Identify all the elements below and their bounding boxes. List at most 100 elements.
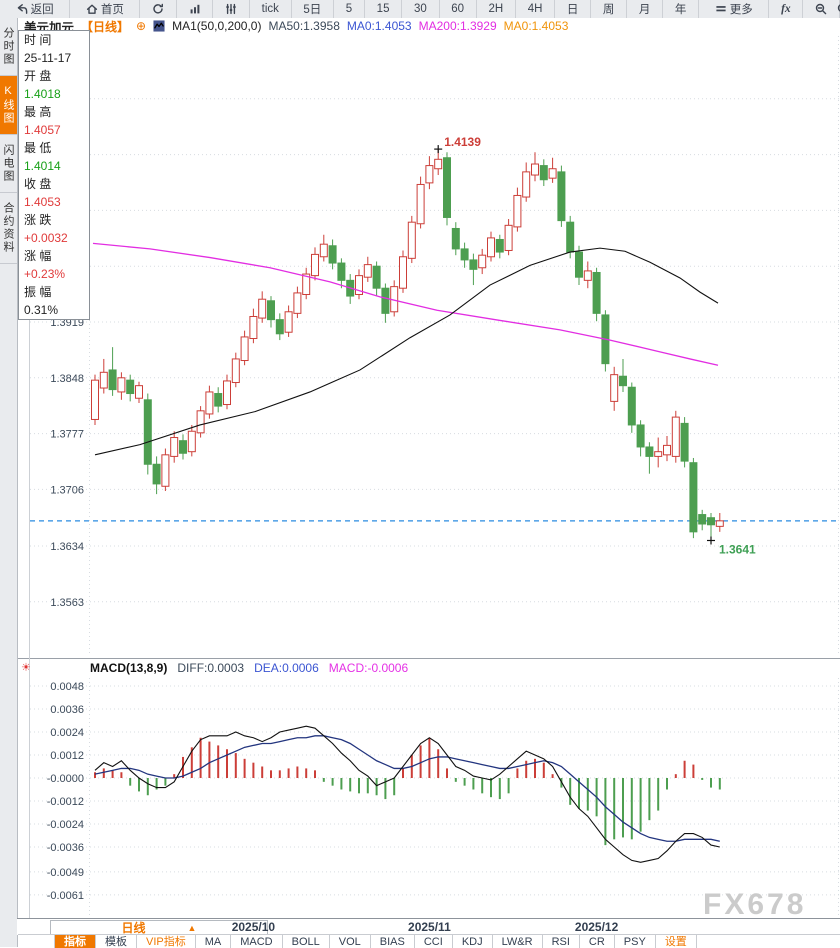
ma200-value: MA200:1.3929 (419, 19, 497, 33)
toolbar-button-day[interactable]: 日 (555, 0, 591, 18)
toolbar-label: tick (262, 3, 279, 15)
toolbar-label: 4H (528, 3, 543, 15)
bottom-tab-MACD[interactable]: MACD (231, 935, 282, 948)
bottom-tab-RSI[interactable]: RSI (543, 935, 580, 948)
add-compare-icon[interactable]: ⊕ (136, 19, 146, 33)
x-axis-label: 2025/11 (408, 920, 451, 934)
bottom-tab-BOLL[interactable]: BOLL (283, 935, 330, 948)
indicator-settings-icon[interactable]: ☀ (21, 663, 31, 674)
bottom-tab-PSY[interactable]: PSY (615, 935, 656, 948)
bottom-tab-MA[interactable]: MA (196, 935, 232, 948)
bottom-tab-CR[interactable]: CR (580, 935, 615, 948)
pane-divider (18, 658, 840, 659)
toolbar-label: 60 (451, 3, 464, 15)
sliders-icon (225, 3, 237, 15)
info-value: 0.31% (19, 301, 89, 319)
bottom-tab-VOL[interactable]: VOL (330, 935, 371, 948)
svg-text:1.4139: 1.4139 (444, 135, 481, 149)
bottom-tab-KDJ[interactable]: KDJ (453, 935, 493, 948)
info-label: 最 高 (19, 103, 89, 121)
toolbar-button-refresh[interactable] (140, 0, 176, 18)
bottom-tab-设置[interactable]: 设置 (656, 935, 697, 948)
toolbar-label: 首页 (101, 1, 124, 17)
toolbar-label: 年 (675, 1, 687, 17)
sidebar-tab-time-share-chart[interactable]: 分时图 (0, 18, 17, 76)
svg-text:1.3563: 1.3563 (50, 597, 84, 609)
bottom-tab-BIAS[interactable]: BIAS (371, 935, 415, 948)
bottom-tab-CCI[interactable]: CCI (415, 935, 453, 948)
toolbar-button-h4[interactable]: 4H (516, 0, 555, 18)
svg-text:1.3641: 1.3641 (719, 542, 756, 556)
toolbar-label: 5 (346, 3, 352, 15)
svg-text:-0.0000: -0.0000 (47, 773, 84, 785)
toolbar-button-year[interactable]: 年 (663, 0, 699, 18)
info-label: 振 幅 (19, 283, 89, 301)
info-value: 1.4018 (19, 85, 89, 103)
sidebar-tab-contract-info[interactable]: 合约资料 (0, 193, 17, 264)
toolbar-button-h2[interactable]: 2H (477, 0, 516, 18)
toolbar-button-month[interactable]: 月 (627, 0, 663, 18)
svg-text:-0.0012: -0.0012 (47, 796, 84, 808)
info-label: 开 盘 (19, 67, 89, 85)
toolbar-button-zoom-in[interactable] (829, 0, 840, 18)
bottom-tab-指标[interactable]: 指标 (55, 935, 96, 948)
toolbar-button-m5[interactable]: 5 (334, 0, 365, 18)
top-toolbar: 返回 首页 tick 5日 5 15 30 60 2H 4H 日周月 年 更多 fx (0, 0, 840, 19)
sidebar-tab-candle-chart[interactable]: K线图 (0, 76, 17, 135)
sidebar-tab-lightning-chart[interactable]: 闪电图 (0, 135, 17, 193)
info-value: 1.4014 (19, 157, 89, 175)
toolbar-button-m15[interactable]: 15 (365, 0, 402, 18)
ma0-value: MA0:1.4053 (347, 19, 412, 33)
back-icon (16, 3, 28, 15)
macd-diff-value: DIFF:0.0003 (177, 661, 244, 675)
svg-text:0.0024: 0.0024 (50, 727, 84, 739)
toolbar-label: 返回 (31, 1, 54, 17)
toolbar-button-week[interactable]: 周 (591, 0, 627, 18)
toolbar-button-chart-style[interactable] (177, 0, 213, 18)
bottom-tab-模板[interactable]: 模板 (96, 935, 137, 948)
info-value: +0.0032 (19, 229, 89, 247)
ma50-value: MA50:1.3958 (268, 19, 339, 33)
info-label: 收 盘 (19, 175, 89, 193)
toolbar-button-home[interactable]: 首页 (70, 0, 140, 18)
svg-text:1.3777: 1.3777 (50, 429, 84, 441)
svg-text:0.0036: 0.0036 (50, 704, 84, 716)
toolbar-label: 30 (414, 3, 427, 15)
svg-text:-0.0049: -0.0049 (47, 867, 84, 879)
svg-text:-0.0061: -0.0061 (47, 890, 84, 902)
toolbar-label: 5日 (303, 1, 321, 17)
bottom-tab-spacer (18, 935, 55, 948)
svg-text:0.0012: 0.0012 (50, 750, 84, 762)
toolbar-button-more[interactable]: 更多 (699, 0, 769, 18)
bottom-tab-LW&R[interactable]: LW&R (493, 935, 543, 948)
toolbar-button-indicator-settings[interactable] (213, 0, 249, 18)
ma0-value-2: MA0:1.4053 (504, 19, 569, 33)
price-chart[interactable]: 1.39191.38481.37771.37061.36341.35631.41… (18, 34, 840, 658)
mini-chart-icon[interactable] (153, 20, 165, 32)
zoom-out-icon (815, 3, 827, 15)
toolbar-button-back[interactable]: 返回 (0, 0, 70, 18)
svg-text:1.3706: 1.3706 (50, 484, 84, 496)
macd-hist-value: MACD:-0.0006 (329, 661, 408, 675)
toolbar-button-tick[interactable]: tick (250, 0, 292, 18)
svg-text:1.3848: 1.3848 (50, 373, 84, 385)
toolbar-label: 更多 (730, 1, 753, 17)
toolbar-label: 月 (639, 1, 651, 17)
bottom-tab-VIP指标[interactable]: VIP指标 (137, 935, 196, 948)
macd-chart[interactable]: 0.00480.00360.00240.0012-0.0000-0.0012-0… (18, 676, 840, 918)
home-icon (86, 3, 98, 15)
toolbar-label: 15 (377, 3, 390, 15)
toolbar-button-fx[interactable]: fx (769, 0, 803, 18)
macd-dea-value: DEA:0.0006 (254, 661, 319, 675)
macd-header: MACD(13,8,9) DIFF:0.0003 DEA:0.0006 MACD… (90, 660, 408, 675)
bars-icon (189, 3, 201, 15)
toolbar-button-5d[interactable]: 5日 (292, 0, 334, 18)
toolbar-button-m60[interactable]: 60 (440, 0, 477, 18)
toolbar-button-m30[interactable]: 30 (402, 0, 439, 18)
macd-params: MACD(13,8,9) (90, 661, 167, 675)
fx678-watermark: FX678 (703, 888, 806, 922)
chevron-up-icon: ▲ (188, 923, 197, 933)
